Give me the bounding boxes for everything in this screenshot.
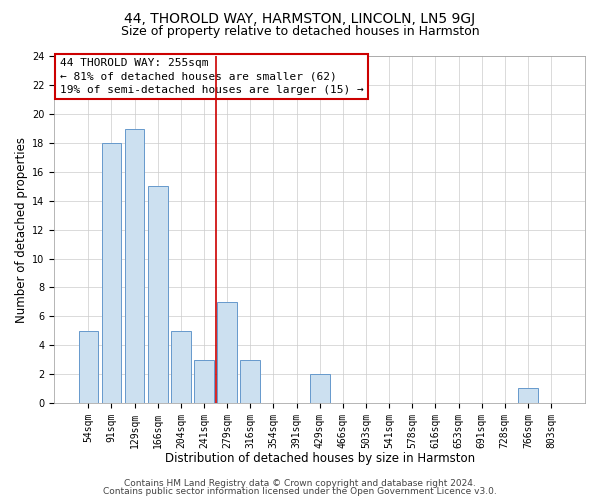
Bar [310,374,329,403]
Text: Size of property relative to detached houses in Harmston: Size of property relative to detached ho… [121,25,479,38]
Bar [171,330,191,403]
Text: Contains HM Land Registry data © Crown copyright and database right 2024.: Contains HM Land Registry data © Crown c… [124,478,476,488]
X-axis label: Distribution of detached houses by size in Harmston: Distribution of detached houses by size … [164,452,475,465]
Bar [518,388,538,403]
Bar [125,128,145,403]
Bar [194,360,214,403]
Y-axis label: Number of detached properties: Number of detached properties [15,136,28,322]
Text: Contains public sector information licensed under the Open Government Licence v3: Contains public sector information licen… [103,487,497,496]
Text: 44, THOROLD WAY, HARMSTON, LINCOLN, LN5 9GJ: 44, THOROLD WAY, HARMSTON, LINCOLN, LN5 … [124,12,476,26]
Bar [148,186,167,403]
Bar [101,143,121,403]
Bar [217,302,237,403]
Text: 44 THOROLD WAY: 255sqm
← 81% of detached houses are smaller (62)
19% of semi-det: 44 THOROLD WAY: 255sqm ← 81% of detached… [59,58,364,94]
Bar [79,330,98,403]
Bar [241,360,260,403]
